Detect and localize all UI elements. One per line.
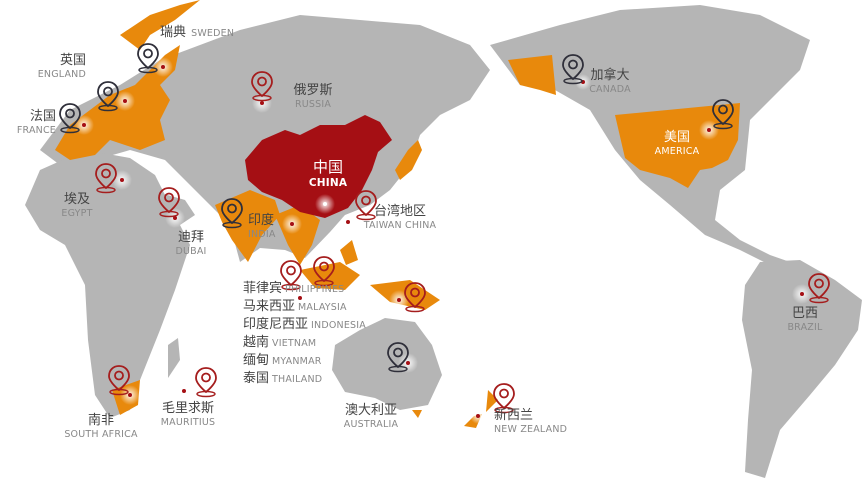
southeast-asia-list: 菲律宾 PHILIPPINES 马来西亚 MALAYSIA 印度尼西亚 INDONES… xyxy=(243,279,366,387)
label-en: AUSTRALIA xyxy=(343,419,399,430)
label-new-zealand: 新西兰 NEW ZEALAND xyxy=(494,409,567,435)
label-en: CHINA xyxy=(308,177,348,189)
label-en: BRAZIL xyxy=(787,322,823,333)
label-mauritius: 毛里求斯 MAURITIUS xyxy=(150,402,226,428)
list-item-malaysia: 马来西亚 MALAYSIA xyxy=(243,297,366,315)
china-highlight xyxy=(245,115,392,218)
label-en: VIETNAM xyxy=(272,338,317,349)
dot-nz xyxy=(470,408,486,424)
list-item-thailand: 泰国 THAILAND xyxy=(243,369,366,387)
label-en: INDIA xyxy=(248,229,276,240)
dot-seasia xyxy=(292,290,308,306)
alaska-highlight xyxy=(508,55,556,95)
label-zh: 美国 xyxy=(663,130,690,145)
label-zh: 巴西 xyxy=(791,306,818,321)
label-dubai: 迪拜 DUBAI xyxy=(166,231,216,257)
label-en: INDONESIA xyxy=(311,320,366,331)
label-russia: 俄罗斯 RUSSIA xyxy=(280,84,346,110)
india-highlight xyxy=(215,190,280,262)
label-en: MYANMAR xyxy=(272,356,322,367)
label-zh: 毛里求斯 xyxy=(161,401,214,416)
label-zh: 法国 xyxy=(29,109,56,124)
dot-russia xyxy=(252,93,272,113)
label-zh: 加拿大 xyxy=(590,68,630,83)
label-zh: 菲律宾 xyxy=(243,281,283,296)
label-zh: 英国 xyxy=(59,53,86,68)
japan-highlight xyxy=(395,140,422,180)
label-south-africa: 南非 SOUTH AFRICA xyxy=(56,414,146,440)
tasmania-highlight xyxy=(412,410,422,418)
label-en: NEW ZEALAND xyxy=(494,424,568,435)
list-item-vietnam: 越南 VIETNAM xyxy=(243,333,366,351)
dot-dubai xyxy=(165,208,185,228)
label-en: MAURITIUS xyxy=(160,417,216,428)
label-zh: 台湾地区 xyxy=(373,204,426,219)
south-america xyxy=(742,260,862,478)
australia xyxy=(332,318,442,410)
label-zh: 澳大利亚 xyxy=(344,403,397,418)
dot-australia xyxy=(398,353,418,373)
label-zh: 中国 xyxy=(312,158,343,176)
madagascar xyxy=(168,338,180,378)
label-en: EGYPT xyxy=(61,208,93,219)
label-zh: 南非 xyxy=(87,413,114,428)
label-en: TAIWAN CHINA xyxy=(363,220,437,231)
dot-egypt xyxy=(112,170,132,190)
label-zh: 瑞典 xyxy=(160,25,187,40)
label-zh: 迪拜 xyxy=(177,230,204,245)
label-en: THAILAND xyxy=(272,374,323,385)
dot-brazil xyxy=(792,284,812,304)
dot-mauritius xyxy=(178,385,190,397)
label-zh: 印度尼西亚 xyxy=(243,317,309,332)
label-en: PHILIPPINES xyxy=(285,284,345,295)
dot-india xyxy=(282,214,302,234)
dot-china xyxy=(315,194,335,214)
label-en: MALAYSIA xyxy=(298,302,347,313)
list-item-indonesia: 印度尼西亚 INDONESIA xyxy=(243,315,366,333)
label-america: 美国 AMERICA xyxy=(648,131,706,157)
dot-sweden xyxy=(153,57,173,77)
label-canada: 加拿大 CANADA xyxy=(584,69,636,95)
label-england: 英国 ENGLAND xyxy=(30,54,86,80)
label-india: 印度 INDIA xyxy=(248,214,276,240)
label-en: SOUTH AFRICA xyxy=(64,429,138,440)
label-en: FRANCE xyxy=(16,125,56,136)
label-sweden: 瑞典 SWEDEN xyxy=(160,23,234,39)
africa xyxy=(25,150,190,418)
label-zh: 越南 xyxy=(243,335,270,350)
label-egypt: 埃及 EGYPT xyxy=(52,193,102,219)
label-zh: 俄罗斯 xyxy=(293,83,333,98)
label-en: CANADA xyxy=(589,84,631,95)
dot-indonesia xyxy=(389,290,409,310)
list-item-philippines: 菲律宾 PHILIPPINES xyxy=(243,279,366,297)
label-france: 法国 FRANCE xyxy=(0,110,56,136)
list-item-myanmar: 缅甸 MYANMAR xyxy=(243,351,366,369)
map-pin-icon-mauritius[interactable] xyxy=(195,367,217,398)
label-zh: 印度 xyxy=(248,213,275,228)
scandinavia-highlight xyxy=(120,0,200,50)
label-zh: 缅甸 xyxy=(243,353,270,368)
label-zh: 埃及 xyxy=(63,192,90,207)
label-brazil: 巴西 BRAZIL xyxy=(780,307,830,333)
label-taiwan: 台湾地区 TAIWAN CHINA xyxy=(345,205,455,231)
dot-england xyxy=(115,91,135,111)
label-en: DUBAI xyxy=(175,246,207,257)
label-zh: 泰国 xyxy=(243,371,270,386)
label-en: ENGLAND xyxy=(37,69,86,80)
label-china: 中国 CHINA xyxy=(300,160,356,189)
label-en: RUSSIA xyxy=(294,99,332,110)
label-zh: 马来西亚 xyxy=(243,299,296,314)
dot-taiwan xyxy=(340,214,356,230)
label-zh: 新西兰 xyxy=(494,408,534,423)
label-en: AMERICA xyxy=(654,146,700,157)
label-en: SWEDEN xyxy=(191,28,235,39)
glow-dots xyxy=(74,57,812,424)
label-australia: 澳大利亚 AUSTRALIA xyxy=(336,404,406,430)
